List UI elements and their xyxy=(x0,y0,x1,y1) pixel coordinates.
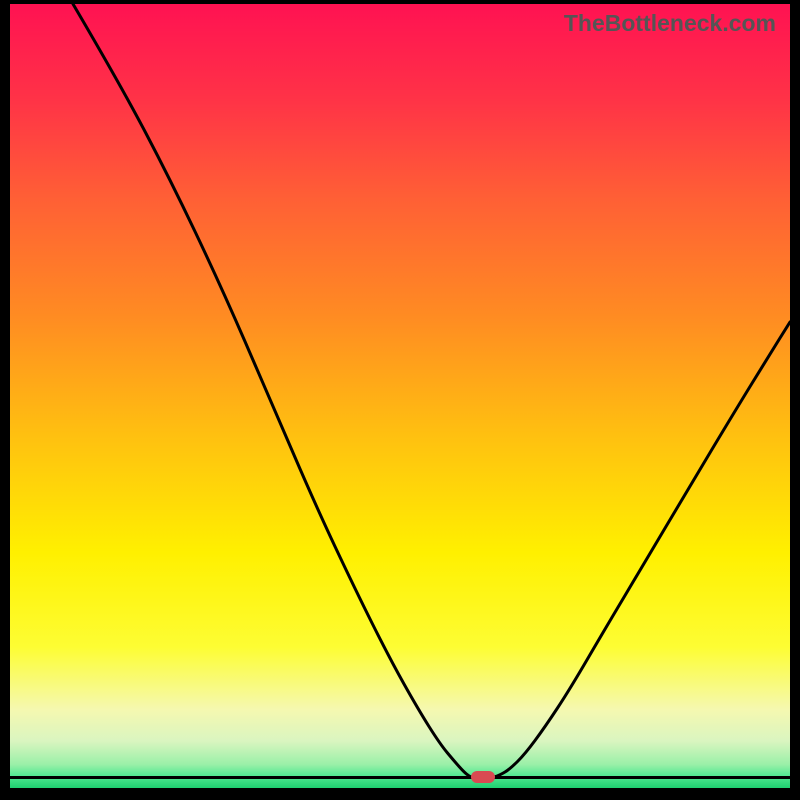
optimum-marker xyxy=(471,771,495,783)
bottleneck-curve xyxy=(73,4,790,778)
curve-layer xyxy=(10,4,790,788)
plot-area xyxy=(10,4,790,788)
watermark-text: TheBottleneck.com xyxy=(564,10,776,37)
chart-frame: TheBottleneck.com xyxy=(0,0,800,800)
